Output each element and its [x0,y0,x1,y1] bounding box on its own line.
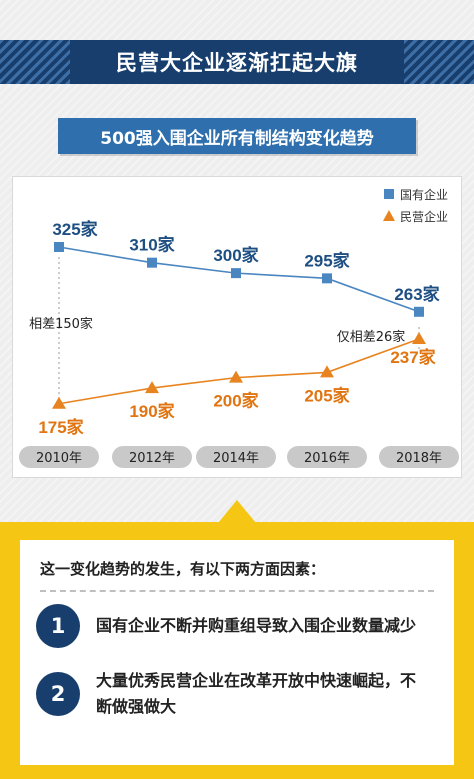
data-label: 175家 [38,417,83,437]
x-tick-label: 2016年 [304,451,350,466]
chart-title: 500强入围企业所有制结构变化趋势 [100,128,374,149]
reason-text: 国有企业不断并购重组导致入围企业数量减少 [96,616,417,635]
data-label: 237家 [390,347,435,367]
line-chart: 325家 310家 300家 295家 263家 175家 190家 200家 205家 237家… [19,187,459,468]
legend-marker-private [383,210,395,221]
data-point-private [320,365,334,378]
number-badge: 2 [36,672,80,716]
annotation-label: 仅相差26家 [337,329,406,345]
data-point-private [52,396,66,409]
chart-title-bar: 500强入围企业所有制结构变化趋势 [58,118,416,154]
legend-marker-state [384,189,394,199]
data-point-state [54,242,64,252]
reasons-card: 这一变化趋势的发生，有以下两方面因素： 1 国有企业不断并购重组导致入围企业数量… [20,540,454,765]
reasons-heading: 这一变化趋势的发生，有以下两方面因素： [40,560,326,578]
number-badge: 1 [36,604,80,648]
page-title: 民营大企业逐渐扛起大旗 [116,51,358,75]
legend-label-state: 国有企业 [400,187,448,202]
data-point-state [231,268,241,279]
banner-stripes-right [404,40,474,84]
data-point-private [412,331,426,344]
x-tick-label: 2018年 [396,451,442,466]
data-label: 205家 [304,385,349,405]
x-tick-label: 2010年 [36,451,82,466]
data-label: 263家 [394,284,439,304]
reason-text: 大量优秀民营企业在改革开放中快速崛起，不断做强做大 [96,671,417,716]
data-label: 300家 [213,245,258,265]
title-banner: 民营大企业逐渐扛起大旗 [0,40,474,84]
banner-stripes-left [0,40,70,84]
data-point-state [322,273,332,284]
x-axis-pill [287,446,367,468]
data-point-private [145,381,159,394]
data-point-state [414,306,424,317]
data-label: 200家 [213,391,258,411]
x-axis-pill [19,446,99,468]
x-axis-pill [112,446,192,468]
data-label: 310家 [129,235,174,255]
x-axis-pill [379,446,459,468]
x-axis-pill [196,446,276,468]
reason-item: 2 大量优秀民营企业在改革开放中快速崛起，不断做强做大 [36,668,440,720]
data-label: 295家 [304,250,349,270]
reason-item: 1 国有企业不断并购重组导致入围企业数量减少 [36,604,440,648]
annotation-label: 相差150家 [29,316,93,332]
legend-label-private: 民营企业 [400,209,448,224]
data-label: 325家 [52,219,97,239]
data-point-state [147,257,157,268]
chart-card: 325家 310家 300家 295家 263家 175家 190家 200家 205家 237家… [12,176,462,478]
data-label: 190家 [129,401,174,421]
x-tick-label: 2014年 [213,451,259,466]
x-tick-label: 2012年 [129,451,175,466]
data-point-private [229,370,243,383]
panel-notch [218,500,256,523]
dashed-divider [40,590,434,592]
